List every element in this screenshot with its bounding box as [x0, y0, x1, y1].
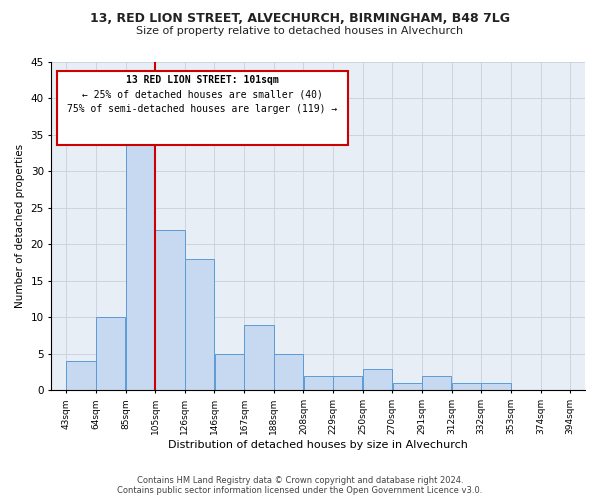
Bar: [392, 383, 422, 390]
Bar: [452, 383, 481, 390]
Bar: [96, 318, 125, 390]
Bar: [333, 376, 362, 390]
Y-axis label: Number of detached properties: Number of detached properties: [15, 144, 25, 308]
Bar: [215, 354, 244, 391]
Bar: [126, 134, 155, 390]
Text: ← 25% of detached houses are smaller (40): ← 25% of detached houses are smaller (40…: [82, 90, 323, 100]
Bar: [67, 361, 95, 390]
Text: Contains HM Land Registry data © Crown copyright and database right 2024.
Contai: Contains HM Land Registry data © Crown c…: [118, 476, 482, 495]
Text: 13, RED LION STREET, ALVECHURCH, BIRMINGHAM, B48 7LG: 13, RED LION STREET, ALVECHURCH, BIRMING…: [90, 12, 510, 26]
Bar: [155, 230, 185, 390]
Text: 13 RED LION STREET: 101sqm: 13 RED LION STREET: 101sqm: [126, 76, 279, 86]
Bar: [481, 383, 511, 390]
Text: 75% of semi-detached houses are larger (119) →: 75% of semi-detached houses are larger (…: [67, 104, 338, 114]
Text: Size of property relative to detached houses in Alvechurch: Size of property relative to detached ho…: [136, 26, 464, 36]
Bar: [422, 376, 451, 390]
Bar: [363, 368, 392, 390]
Bar: [244, 324, 274, 390]
Bar: [274, 354, 303, 391]
Bar: [304, 376, 333, 390]
Bar: [185, 259, 214, 390]
X-axis label: Distribution of detached houses by size in Alvechurch: Distribution of detached houses by size …: [168, 440, 468, 450]
FancyBboxPatch shape: [57, 72, 347, 146]
